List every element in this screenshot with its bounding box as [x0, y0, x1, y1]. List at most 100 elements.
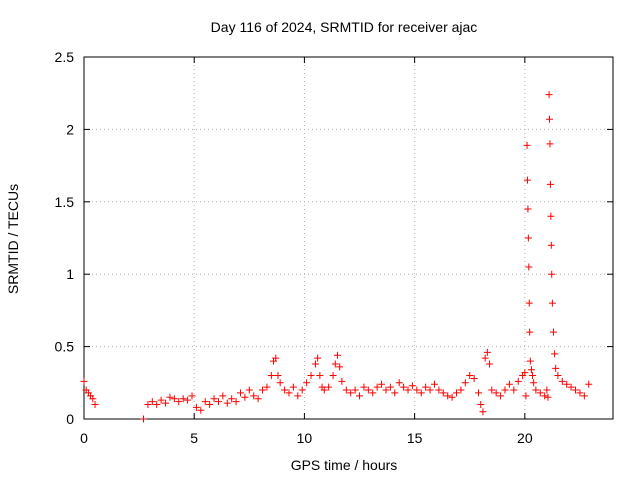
data-point	[378, 380, 386, 388]
data-point	[281, 386, 289, 394]
data-point	[525, 263, 533, 271]
data-point	[267, 372, 275, 380]
data-point	[551, 350, 559, 358]
data-point	[546, 180, 554, 188]
data-point	[331, 360, 339, 368]
data-point	[210, 395, 218, 403]
data-point	[448, 393, 456, 401]
data-point	[552, 364, 560, 372]
data-point	[523, 176, 531, 184]
data-point	[303, 379, 311, 387]
data-point	[543, 386, 551, 394]
data-point	[311, 360, 319, 368]
data-point	[422, 383, 430, 391]
data-point	[497, 392, 505, 400]
data-point	[170, 395, 178, 403]
data-point	[548, 299, 556, 307]
data-point	[404, 386, 412, 394]
data-point	[530, 379, 538, 387]
data-point	[544, 393, 552, 401]
data-point	[470, 374, 478, 382]
data-point	[567, 383, 575, 391]
data-point	[554, 372, 562, 380]
data-point	[492, 389, 500, 397]
data-point	[219, 392, 227, 400]
data-point	[563, 380, 571, 388]
data-point	[162, 399, 170, 407]
plot-frame	[83, 56, 614, 420]
data-point	[364, 386, 372, 394]
data-point	[175, 398, 183, 406]
data-point	[201, 398, 209, 406]
data-point	[333, 351, 341, 359]
data-point	[148, 398, 156, 406]
data-point	[524, 205, 532, 213]
data-point	[351, 386, 359, 394]
data-point	[572, 386, 580, 394]
axis-ticks: 0 5 10 15 20 0 0.5 1 1.5 2 2.5	[55, 49, 613, 446]
data-point	[329, 372, 337, 380]
data-point	[545, 91, 553, 99]
data-point	[360, 383, 368, 391]
data-point	[166, 393, 174, 401]
data-point	[523, 141, 531, 149]
data-point	[453, 389, 461, 397]
data-point	[274, 372, 282, 380]
data-point	[479, 408, 487, 416]
data-point	[527, 366, 535, 374]
data-point	[475, 389, 483, 397]
data-point	[289, 383, 297, 391]
data-point	[294, 392, 302, 400]
data-point	[391, 389, 399, 397]
data-point	[236, 389, 244, 397]
data-point	[272, 354, 280, 362]
y-tick-label: 0.5	[55, 339, 75, 355]
data-point	[259, 386, 267, 394]
data-point	[241, 393, 249, 401]
data-point	[153, 401, 161, 409]
data-point	[276, 379, 284, 387]
data-point	[477, 401, 485, 409]
grid-lines	[84, 57, 613, 419]
x-axis-label: GPS time / hours	[291, 457, 398, 473]
data-point	[488, 386, 496, 394]
data-point	[314, 354, 322, 362]
y-tick-label: 1.5	[55, 194, 75, 210]
data-point	[536, 389, 544, 397]
data-point	[320, 386, 328, 394]
data-point	[179, 395, 187, 403]
data-point	[254, 395, 262, 403]
data-point	[576, 389, 584, 397]
x-tick-label: 10	[297, 430, 313, 446]
data-point	[522, 392, 530, 400]
data-point	[461, 379, 469, 387]
data-point	[486, 360, 494, 368]
data-point	[232, 398, 240, 406]
data-point	[524, 234, 532, 242]
data-point	[532, 386, 540, 394]
data-point	[184, 396, 192, 404]
data-point	[585, 380, 593, 388]
data-point	[342, 386, 350, 394]
data-point	[466, 372, 474, 380]
data-points	[80, 91, 593, 423]
data-point	[386, 383, 394, 391]
data-point	[307, 372, 315, 380]
data-point	[336, 363, 344, 371]
data-point	[338, 377, 346, 385]
data-point	[439, 389, 447, 397]
data-point	[382, 386, 390, 394]
data-point	[316, 372, 324, 380]
data-point	[369, 389, 377, 397]
data-point	[250, 392, 258, 400]
data-point	[80, 377, 88, 385]
data-point	[400, 383, 408, 391]
data-point	[430, 380, 438, 388]
data-point	[408, 382, 416, 390]
data-point	[514, 377, 522, 385]
data-point	[356, 392, 364, 400]
data-point	[426, 386, 434, 394]
data-point	[325, 383, 333, 391]
data-point	[223, 399, 231, 407]
